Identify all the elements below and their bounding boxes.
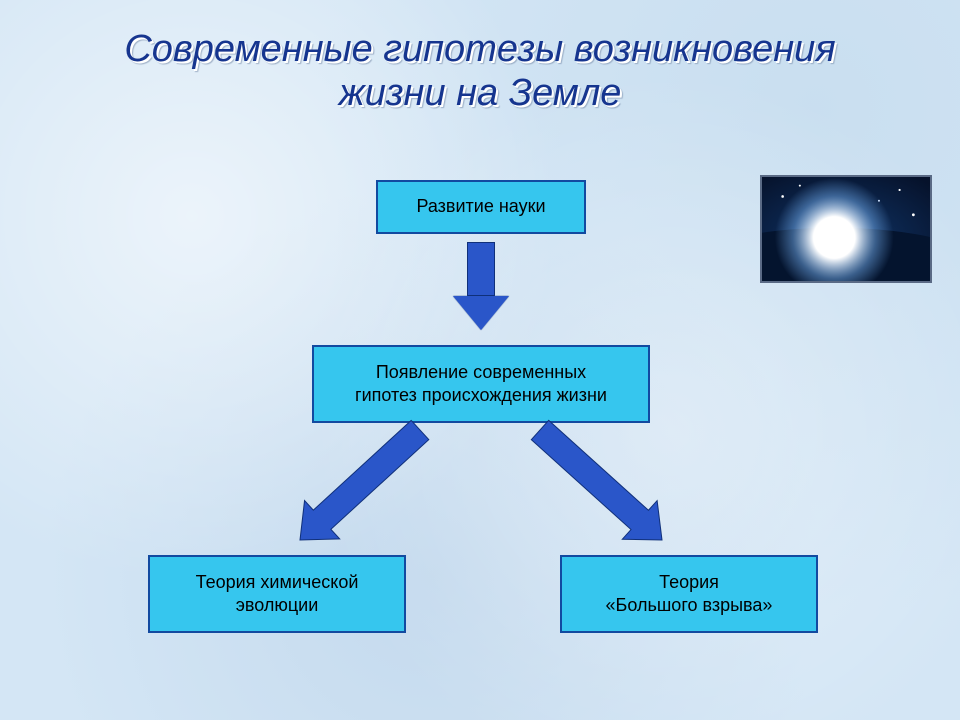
- arrow-top-to-middle: [453, 242, 509, 330]
- space-image: [760, 175, 932, 283]
- arrow-shaft: [467, 242, 495, 296]
- arrow-head-icon: [453, 296, 509, 330]
- arrow-middle-to-right: [488, 378, 714, 592]
- node-top: Развитие науки: [376, 180, 586, 234]
- space-sunrise-icon: [762, 177, 932, 283]
- slide-title: Современные гипотезы возникновения жизни…: [0, 28, 960, 115]
- arrow-middle-to-left: [248, 378, 472, 592]
